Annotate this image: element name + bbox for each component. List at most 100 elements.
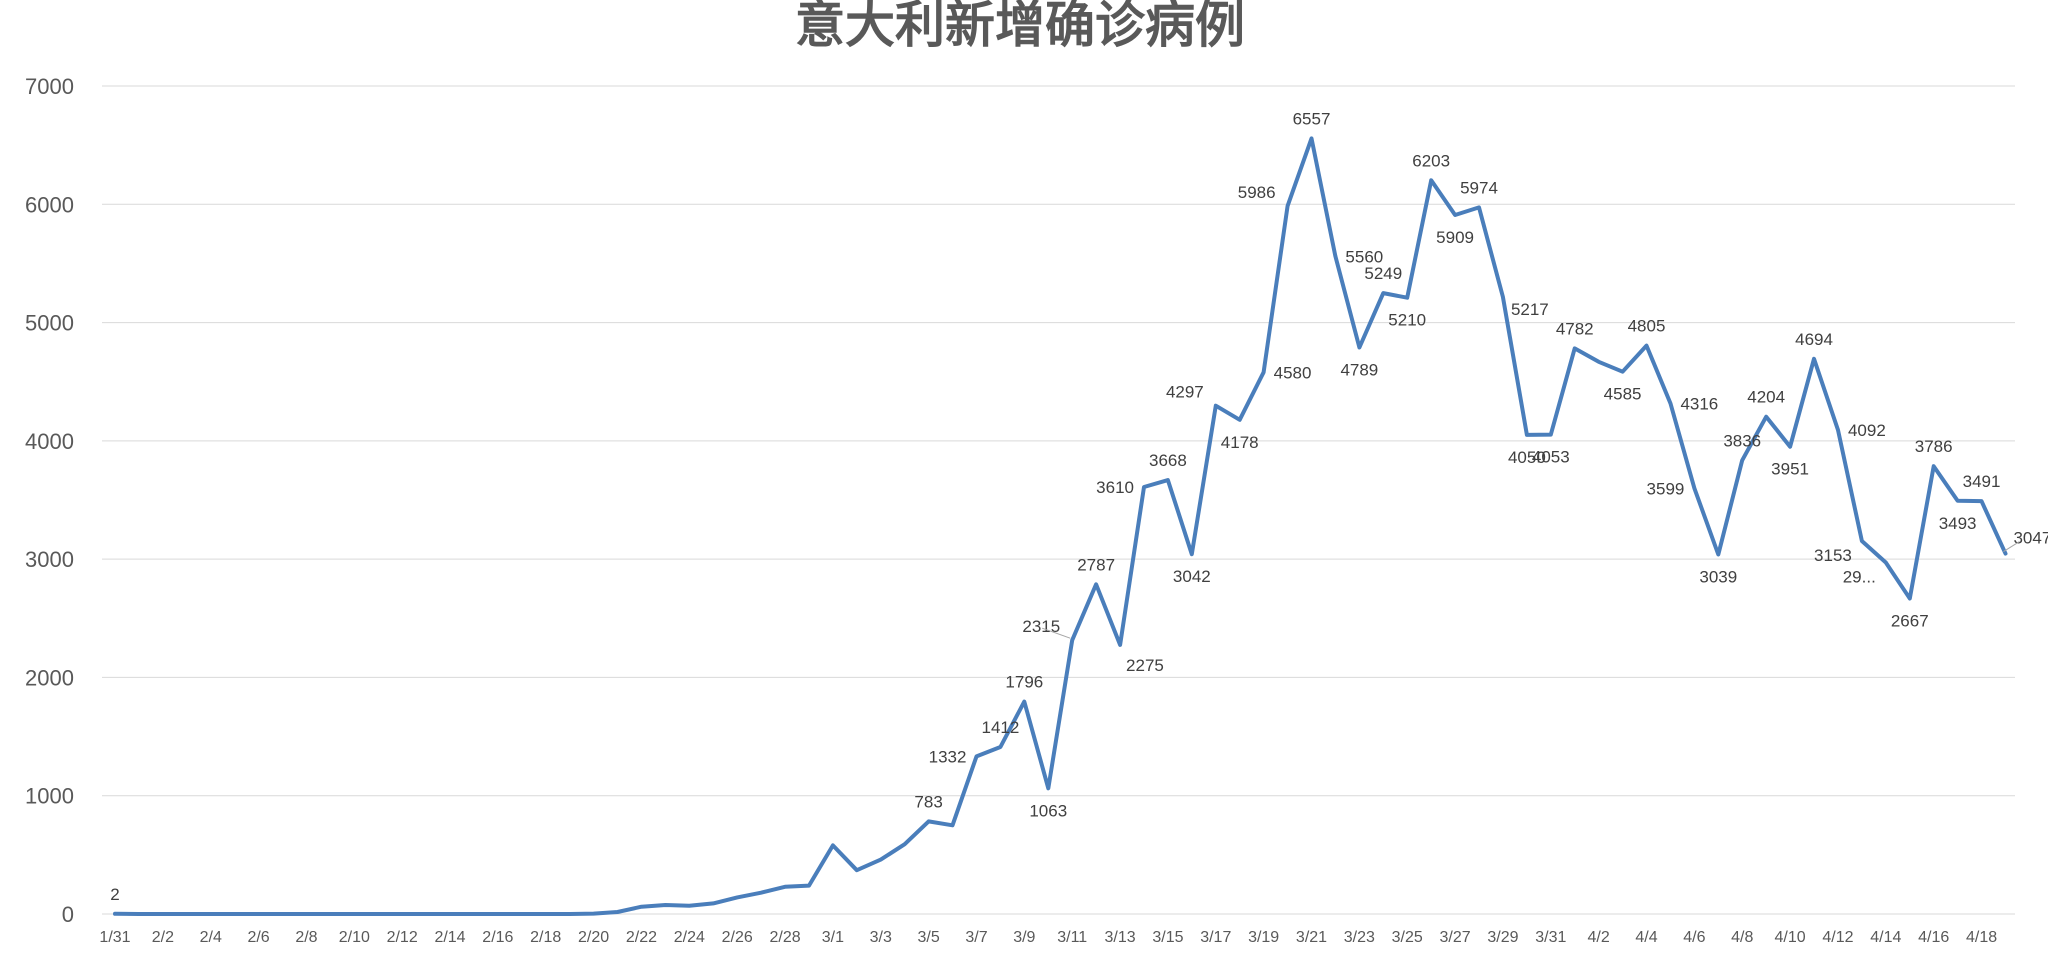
x-tick-label: 3/23 <box>1344 929 1375 946</box>
data-label: 3599 <box>1647 479 1685 498</box>
x-tick-label: 2/18 <box>530 929 561 946</box>
data-label: 4092 <box>1848 421 1886 440</box>
data-label: 2667 <box>1891 612 1929 631</box>
y-tick-label: 6000 <box>25 192 74 217</box>
x-tick-label: 3/3 <box>870 929 892 946</box>
data-label: 4585 <box>1604 385 1642 404</box>
data-label: 3836 <box>1723 431 1761 450</box>
y-tick-label: 5000 <box>25 311 74 336</box>
y-tick-label: 1000 <box>25 784 74 809</box>
data-label: 3039 <box>1699 568 1737 587</box>
x-tick-label: 3/17 <box>1200 929 1231 946</box>
x-tick-label: 2/8 <box>295 929 317 946</box>
data-label: 1796 <box>1005 673 1043 692</box>
x-tick-label: 3/27 <box>1440 929 1471 946</box>
data-label: 1332 <box>929 747 967 766</box>
y-axis-tick-labels: 0 1000 2000 3000 4000 5000 6000 7000 <box>25 74 74 927</box>
x-tick-label: 3/21 <box>1296 929 1327 946</box>
x-tick-label: 3/11 <box>1057 929 1087 946</box>
data-label: 2275 <box>1126 656 1164 675</box>
data-label: 1063 <box>1029 801 1067 820</box>
data-label: 5560 <box>1345 247 1383 266</box>
data-label: 4789 <box>1340 361 1378 380</box>
x-tick-label: 2/2 <box>152 929 174 946</box>
data-label: 2787 <box>1077 555 1115 574</box>
x-axis-tick-labels: 1/31 2/2 2/4 2/6 2/8 2/10 2/12 2/14 2/16 2/18 2/20… <box>99 929 1997 946</box>
data-label: 5249 <box>1364 264 1402 283</box>
x-tick-label: 2/10 <box>339 929 370 946</box>
x-tick-label: 4/16 <box>1918 929 1949 946</box>
data-label: 1412 <box>981 718 1019 737</box>
x-tick-label: 4/12 <box>1822 929 1853 946</box>
x-tick-label: 3/25 <box>1392 929 1423 946</box>
data-label: 3042 <box>1173 567 1211 586</box>
x-tick-label: 3/15 <box>1152 929 1183 946</box>
data-label: 29... <box>1843 567 1876 586</box>
data-label: 6557 <box>1293 109 1331 128</box>
data-labels: 2 783 1332 1412 1796 1063 2315 2787 2275 3610 3668… <box>110 109 2048 903</box>
y-tick-label: 0 <box>62 902 74 927</box>
x-tick-label: 3/31 <box>1535 929 1566 946</box>
x-tick-label: 3/29 <box>1487 929 1518 946</box>
data-label: 4050 <box>1508 448 1546 467</box>
x-tick-label: 4/6 <box>1683 929 1705 946</box>
data-label: 5217 <box>1511 300 1549 319</box>
y-tick-label: 2000 <box>25 665 74 690</box>
data-label: 4316 <box>1680 394 1718 413</box>
data-label: 3668 <box>1149 451 1187 470</box>
y-tick-label: 3000 <box>25 547 74 572</box>
x-tick-label: 2/16 <box>482 929 513 946</box>
data-label: 5909 <box>1436 228 1474 247</box>
x-tick-label: 3/1 <box>822 929 844 946</box>
data-label: 3153 <box>1814 546 1852 565</box>
x-tick-label: 4/18 <box>1966 929 1997 946</box>
x-tick-label: 4/8 <box>1731 929 1753 946</box>
x-tick-label: 2/4 <box>200 929 222 946</box>
x-tick-label: 2/20 <box>578 929 609 946</box>
y-tick-label: 7000 <box>25 74 74 99</box>
data-label: 4782 <box>1556 319 1594 338</box>
x-tick-label: 2/22 <box>626 929 657 946</box>
gridlines <box>102 85 2015 915</box>
x-tick-label: 1/31 <box>99 929 130 946</box>
x-tick-label: 4/2 <box>1588 929 1610 946</box>
x-tick-label: 2/6 <box>247 929 269 946</box>
x-tick-label: 3/7 <box>965 929 987 946</box>
data-label: 3491 <box>1963 472 2001 491</box>
data-label: 5986 <box>1238 183 1276 202</box>
data-label: 4694 <box>1795 330 1833 349</box>
x-tick-label: 4/14 <box>1870 929 1901 946</box>
y-tick-label: 4000 <box>25 429 74 454</box>
data-label: 4805 <box>1628 317 1666 336</box>
data-label: 2 <box>110 885 119 904</box>
x-tick-label: 2/26 <box>722 929 753 946</box>
x-tick-label: 3/19 <box>1248 929 1279 946</box>
label-leader-line <box>1042 627 1071 639</box>
data-label: 3951 <box>1771 460 1809 479</box>
chart-title: 意大利新增确诊病例 <box>795 0 1245 54</box>
data-label: 5210 <box>1388 311 1426 330</box>
x-tick-label: 3/9 <box>1013 929 1035 946</box>
data-label: 4580 <box>1274 363 1312 382</box>
x-tick-label: 4/4 <box>1635 929 1657 946</box>
plot-area <box>113 136 2008 916</box>
data-label: 4204 <box>1747 388 1785 407</box>
data-label: 3047 <box>2013 529 2048 548</box>
data-label: 2315 <box>1022 617 1060 636</box>
x-tick-label: 3/5 <box>917 929 939 946</box>
x-tick-label: 4/10 <box>1775 929 1806 946</box>
data-label: 3610 <box>1096 478 1134 497</box>
data-label: 3786 <box>1915 437 1953 456</box>
data-label: 5974 <box>1460 178 1498 197</box>
data-label: 3493 <box>1939 514 1977 533</box>
data-label: 4297 <box>1166 383 1204 402</box>
data-label: 4178 <box>1221 433 1259 452</box>
x-tick-label: 3/13 <box>1104 929 1135 946</box>
x-tick-label: 2/14 <box>434 929 465 946</box>
x-tick-label: 2/24 <box>674 929 705 946</box>
data-label: 6203 <box>1412 151 1450 170</box>
x-tick-label: 2/28 <box>769 929 800 946</box>
data-label: 4053 <box>1532 448 1570 467</box>
data-label: 783 <box>914 792 942 811</box>
